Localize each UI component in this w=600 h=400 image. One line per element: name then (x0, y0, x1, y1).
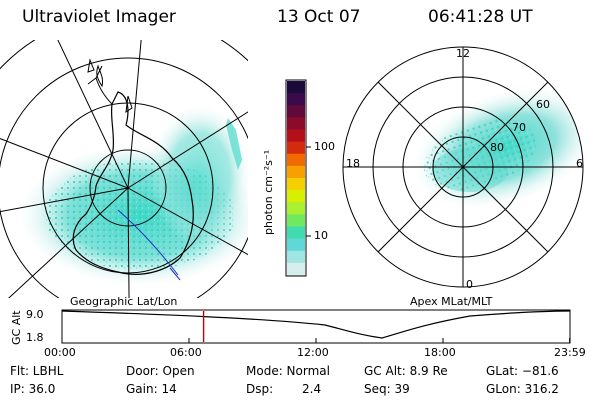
instrument-title: Ultraviolet Imager (22, 7, 176, 27)
colorbar-segment (287, 165, 305, 179)
aurora-right-clip (413, 88, 583, 208)
mlat-label-70: 70 (512, 121, 526, 134)
filter-info: Flt: LBHL (10, 364, 64, 378)
mlt-label-18: 18 (346, 157, 360, 170)
colorbar-segment (287, 250, 305, 264)
mlt-label-12: 12 (456, 47, 470, 60)
colorbar-segment (287, 153, 305, 167)
magnetic-map (342, 46, 584, 288)
timeline-y-tick-max: 9.0 (26, 308, 44, 321)
timeline-x-ticks (61, 338, 571, 343)
timeline-x-tick-1800: 18:00 (424, 346, 456, 359)
glon-info: GLon: 316.2 (486, 382, 559, 396)
glat-info: GLat: −81.6 (486, 364, 559, 378)
colorbar-label-100: 100 (314, 140, 335, 153)
aurora-core-right (432, 148, 508, 192)
lon-line (127, 187, 248, 256)
timeline-y-tick-min: 1.8 (26, 331, 44, 344)
lon-line (127, 111, 248, 189)
coast-islands (87, 58, 133, 114)
image-time: 06:41:28 UT (428, 7, 533, 27)
gain-info: Gain: 14 (126, 382, 177, 396)
mlat-label-60: 60 (536, 98, 550, 111)
geographic-map (0, 40, 248, 298)
ground-track (117, 209, 179, 276)
lon-line (0, 138, 129, 189)
lon-line (127, 187, 130, 298)
colorbar-label-10: 10 (314, 229, 328, 242)
lat-circle (42, 102, 214, 274)
colorbar-segment (287, 81, 305, 94)
timeline-y-label: GC Alt (10, 310, 23, 345)
lat-circle (0, 57, 248, 298)
colorbar-segment (287, 202, 305, 215)
colorbar-segment (287, 178, 305, 191)
timeline-x-tick-0600: 06:00 (170, 346, 202, 359)
right-panel-label: Apex MLat/MLT (410, 295, 493, 308)
colorbar-segment (287, 141, 305, 155)
colorbar-segment (287, 105, 305, 118)
lon-line (57, 40, 129, 189)
mode-info: Mode: Normal (246, 364, 330, 378)
mlt-label-6: 6 (576, 157, 583, 170)
lon-line (0, 187, 129, 213)
lon-line (127, 40, 142, 189)
timeline-x-tick-2359: 23:59 (554, 346, 586, 359)
colorbar-segment (287, 238, 305, 252)
image-date: 13 Oct 07 (277, 7, 361, 27)
mlt-line-diagonal (377, 81, 549, 253)
timeline-x-tick-1200: 12:00 (297, 346, 329, 359)
colorbar (285, 79, 311, 277)
dsp-value: 2.4 (302, 382, 322, 396)
left-panel-label: Geographic Lat/Lon (70, 295, 178, 308)
colorbar-segment (287, 190, 305, 203)
colorbar-segment (287, 214, 305, 227)
mlt-lines (343, 47, 583, 287)
colorbar-segment (287, 226, 305, 240)
aurora-glow-left-east (150, 105, 248, 245)
dsp-label: Dsp: (246, 382, 274, 396)
altitude-curve (61, 310, 571, 339)
timeline-plot (61, 309, 571, 344)
longitude-lines (0, 40, 248, 298)
colorbar-segment (287, 117, 305, 130)
colorbar-frame (285, 79, 307, 277)
ground-track-tail (169, 267, 181, 281)
seq-info: Seq: 39 (364, 382, 410, 396)
mlt-label-0: 0 (466, 278, 473, 291)
colorbar-segment (287, 129, 305, 143)
ip-info: IP: 36.0 (10, 382, 56, 396)
timeline-x-tick-0000: 00:00 (44, 346, 76, 359)
colorbar-unit-label: photon cm⁻²s⁻¹ (262, 149, 275, 235)
colorbar-segment (287, 93, 305, 106)
door-info: Door: Open (126, 364, 195, 378)
gc-alt-info: GC Alt: 8.9 Re (364, 364, 448, 378)
colorbar-segment (287, 262, 305, 276)
aurora-streak-edge (226, 118, 242, 170)
antarctica-coastline (72, 91, 194, 275)
mlat-label-80: 80 (490, 141, 504, 154)
lon-line (8, 187, 129, 298)
